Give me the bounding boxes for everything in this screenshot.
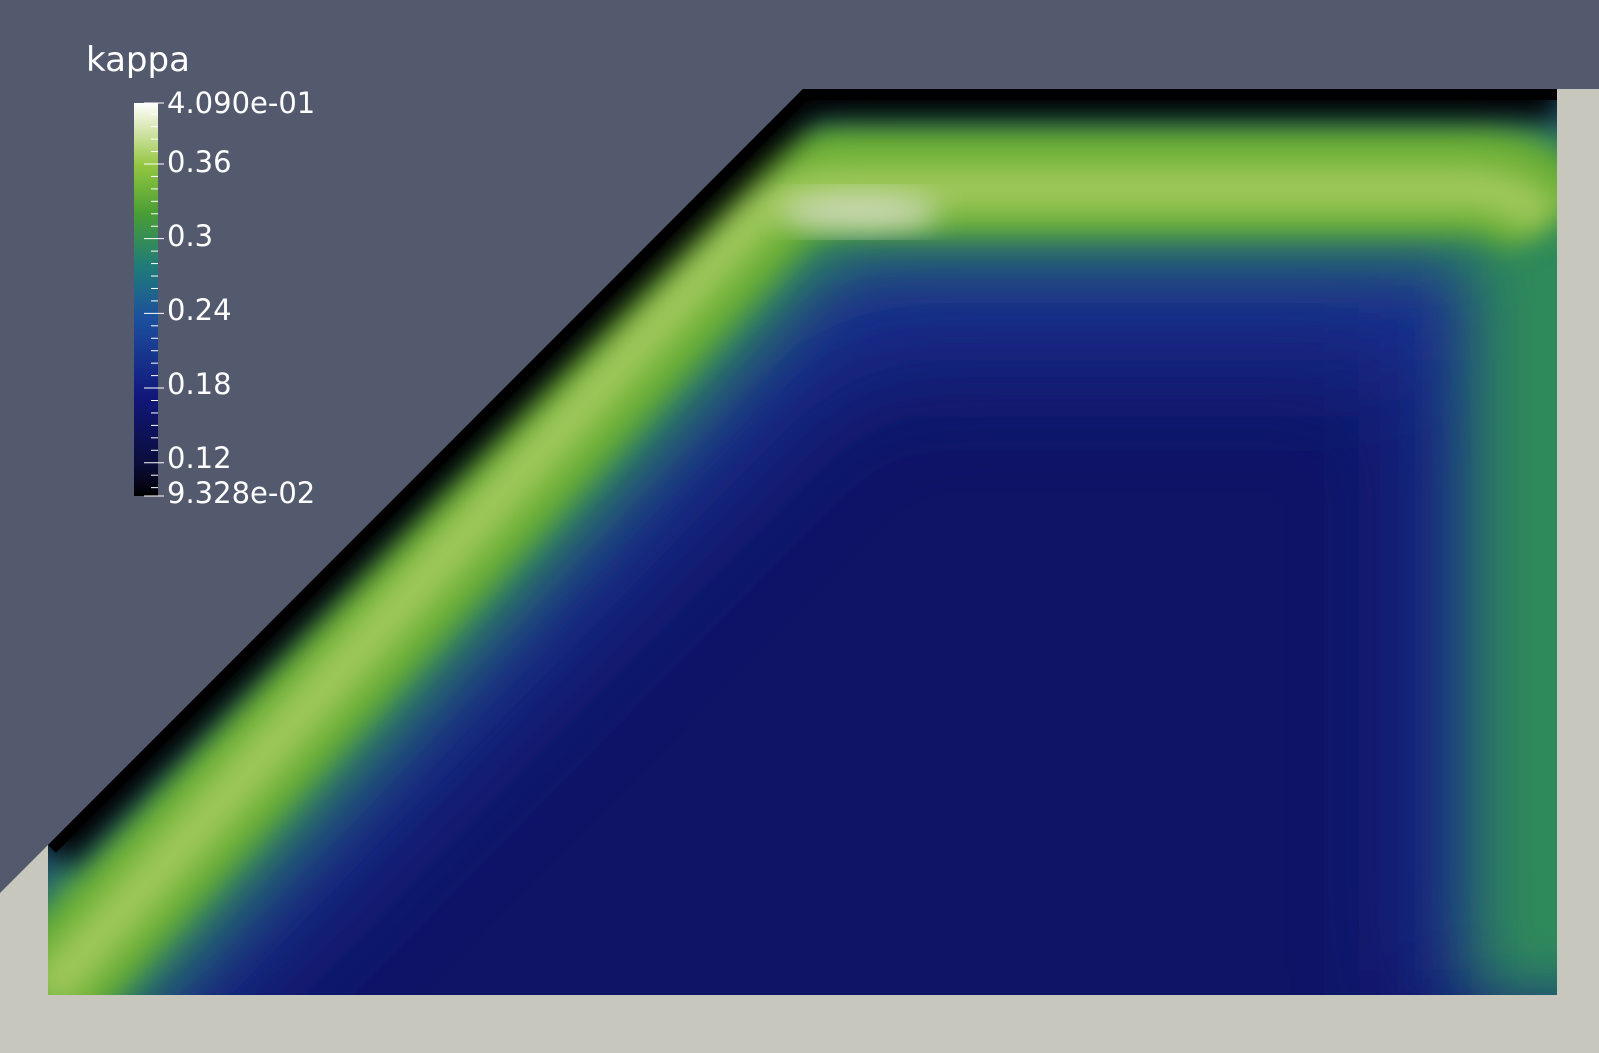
colorbar-label-0-18: 0.18 [167, 367, 232, 401]
colorbar-label-0-12: 0.12 [167, 441, 232, 475]
background-region [0, 0, 1599, 893]
colorbar-ticks [144, 102, 164, 497]
colorbar-label-max: 4.090e-01 [167, 86, 316, 120]
colorbar-label-0-24: 0.24 [167, 293, 232, 327]
colorbar-label-0-36: 0.36 [167, 145, 232, 179]
colorbar [134, 102, 164, 497]
colorbar-gradient [134, 103, 158, 496]
colorbar-title: kappa [86, 40, 190, 80]
colorbar-label-0-3: 0.3 [167, 219, 214, 253]
colorbar-label-min: 9.328e-02 [167, 476, 316, 510]
